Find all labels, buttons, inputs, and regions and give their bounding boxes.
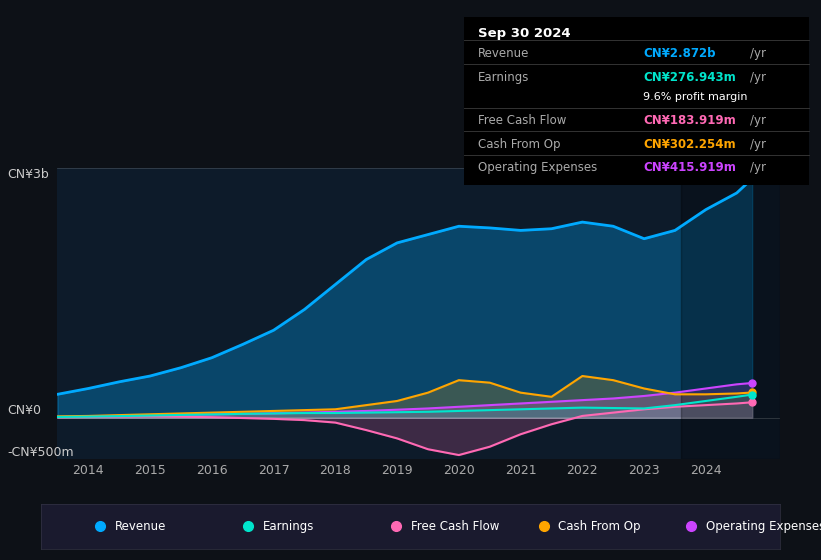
Text: Operating Expenses: Operating Expenses [706,520,821,533]
Text: Earnings: Earnings [478,71,529,83]
Text: /yr: /yr [750,47,766,60]
Text: Cash From Op: Cash From Op [558,520,640,533]
Text: 9.6% profit margin: 9.6% profit margin [643,92,748,102]
Text: CN¥276.943m: CN¥276.943m [643,71,736,83]
Text: Revenue: Revenue [478,47,529,60]
Text: Free Cash Flow: Free Cash Flow [478,114,566,127]
Text: CN¥183.919m: CN¥183.919m [643,114,736,127]
Text: CN¥3b: CN¥3b [7,168,48,181]
Text: -CN¥500m: -CN¥500m [7,446,74,459]
Text: CN¥0: CN¥0 [7,404,41,417]
Text: Operating Expenses: Operating Expenses [478,161,597,174]
Text: Earnings: Earnings [263,520,314,533]
Text: Cash From Op: Cash From Op [478,138,560,151]
Text: /yr: /yr [750,161,766,174]
Text: Free Cash Flow: Free Cash Flow [410,520,499,533]
Text: CN¥2.872b: CN¥2.872b [643,47,716,60]
Text: Sep 30 2024: Sep 30 2024 [478,27,571,40]
Bar [681,168,780,459]
Text: CN¥302.254m: CN¥302.254m [643,138,736,151]
Text: /yr: /yr [750,114,766,127]
Text: /yr: /yr [750,71,766,83]
Text: /yr: /yr [750,138,766,151]
Text: Revenue: Revenue [115,520,167,533]
Text: CN¥415.919m: CN¥415.919m [643,161,736,174]
